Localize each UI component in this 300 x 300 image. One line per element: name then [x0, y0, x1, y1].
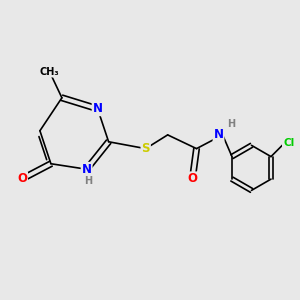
Text: O: O — [188, 172, 197, 185]
Text: CH₃: CH₃ — [40, 67, 59, 77]
Text: H: H — [227, 119, 235, 129]
Text: O: O — [17, 172, 27, 185]
Text: N: N — [93, 102, 103, 115]
Text: N: N — [214, 128, 224, 141]
Text: Cl: Cl — [284, 138, 295, 148]
Text: N: N — [82, 163, 92, 176]
Text: S: S — [142, 142, 150, 155]
Text: H: H — [84, 176, 92, 186]
